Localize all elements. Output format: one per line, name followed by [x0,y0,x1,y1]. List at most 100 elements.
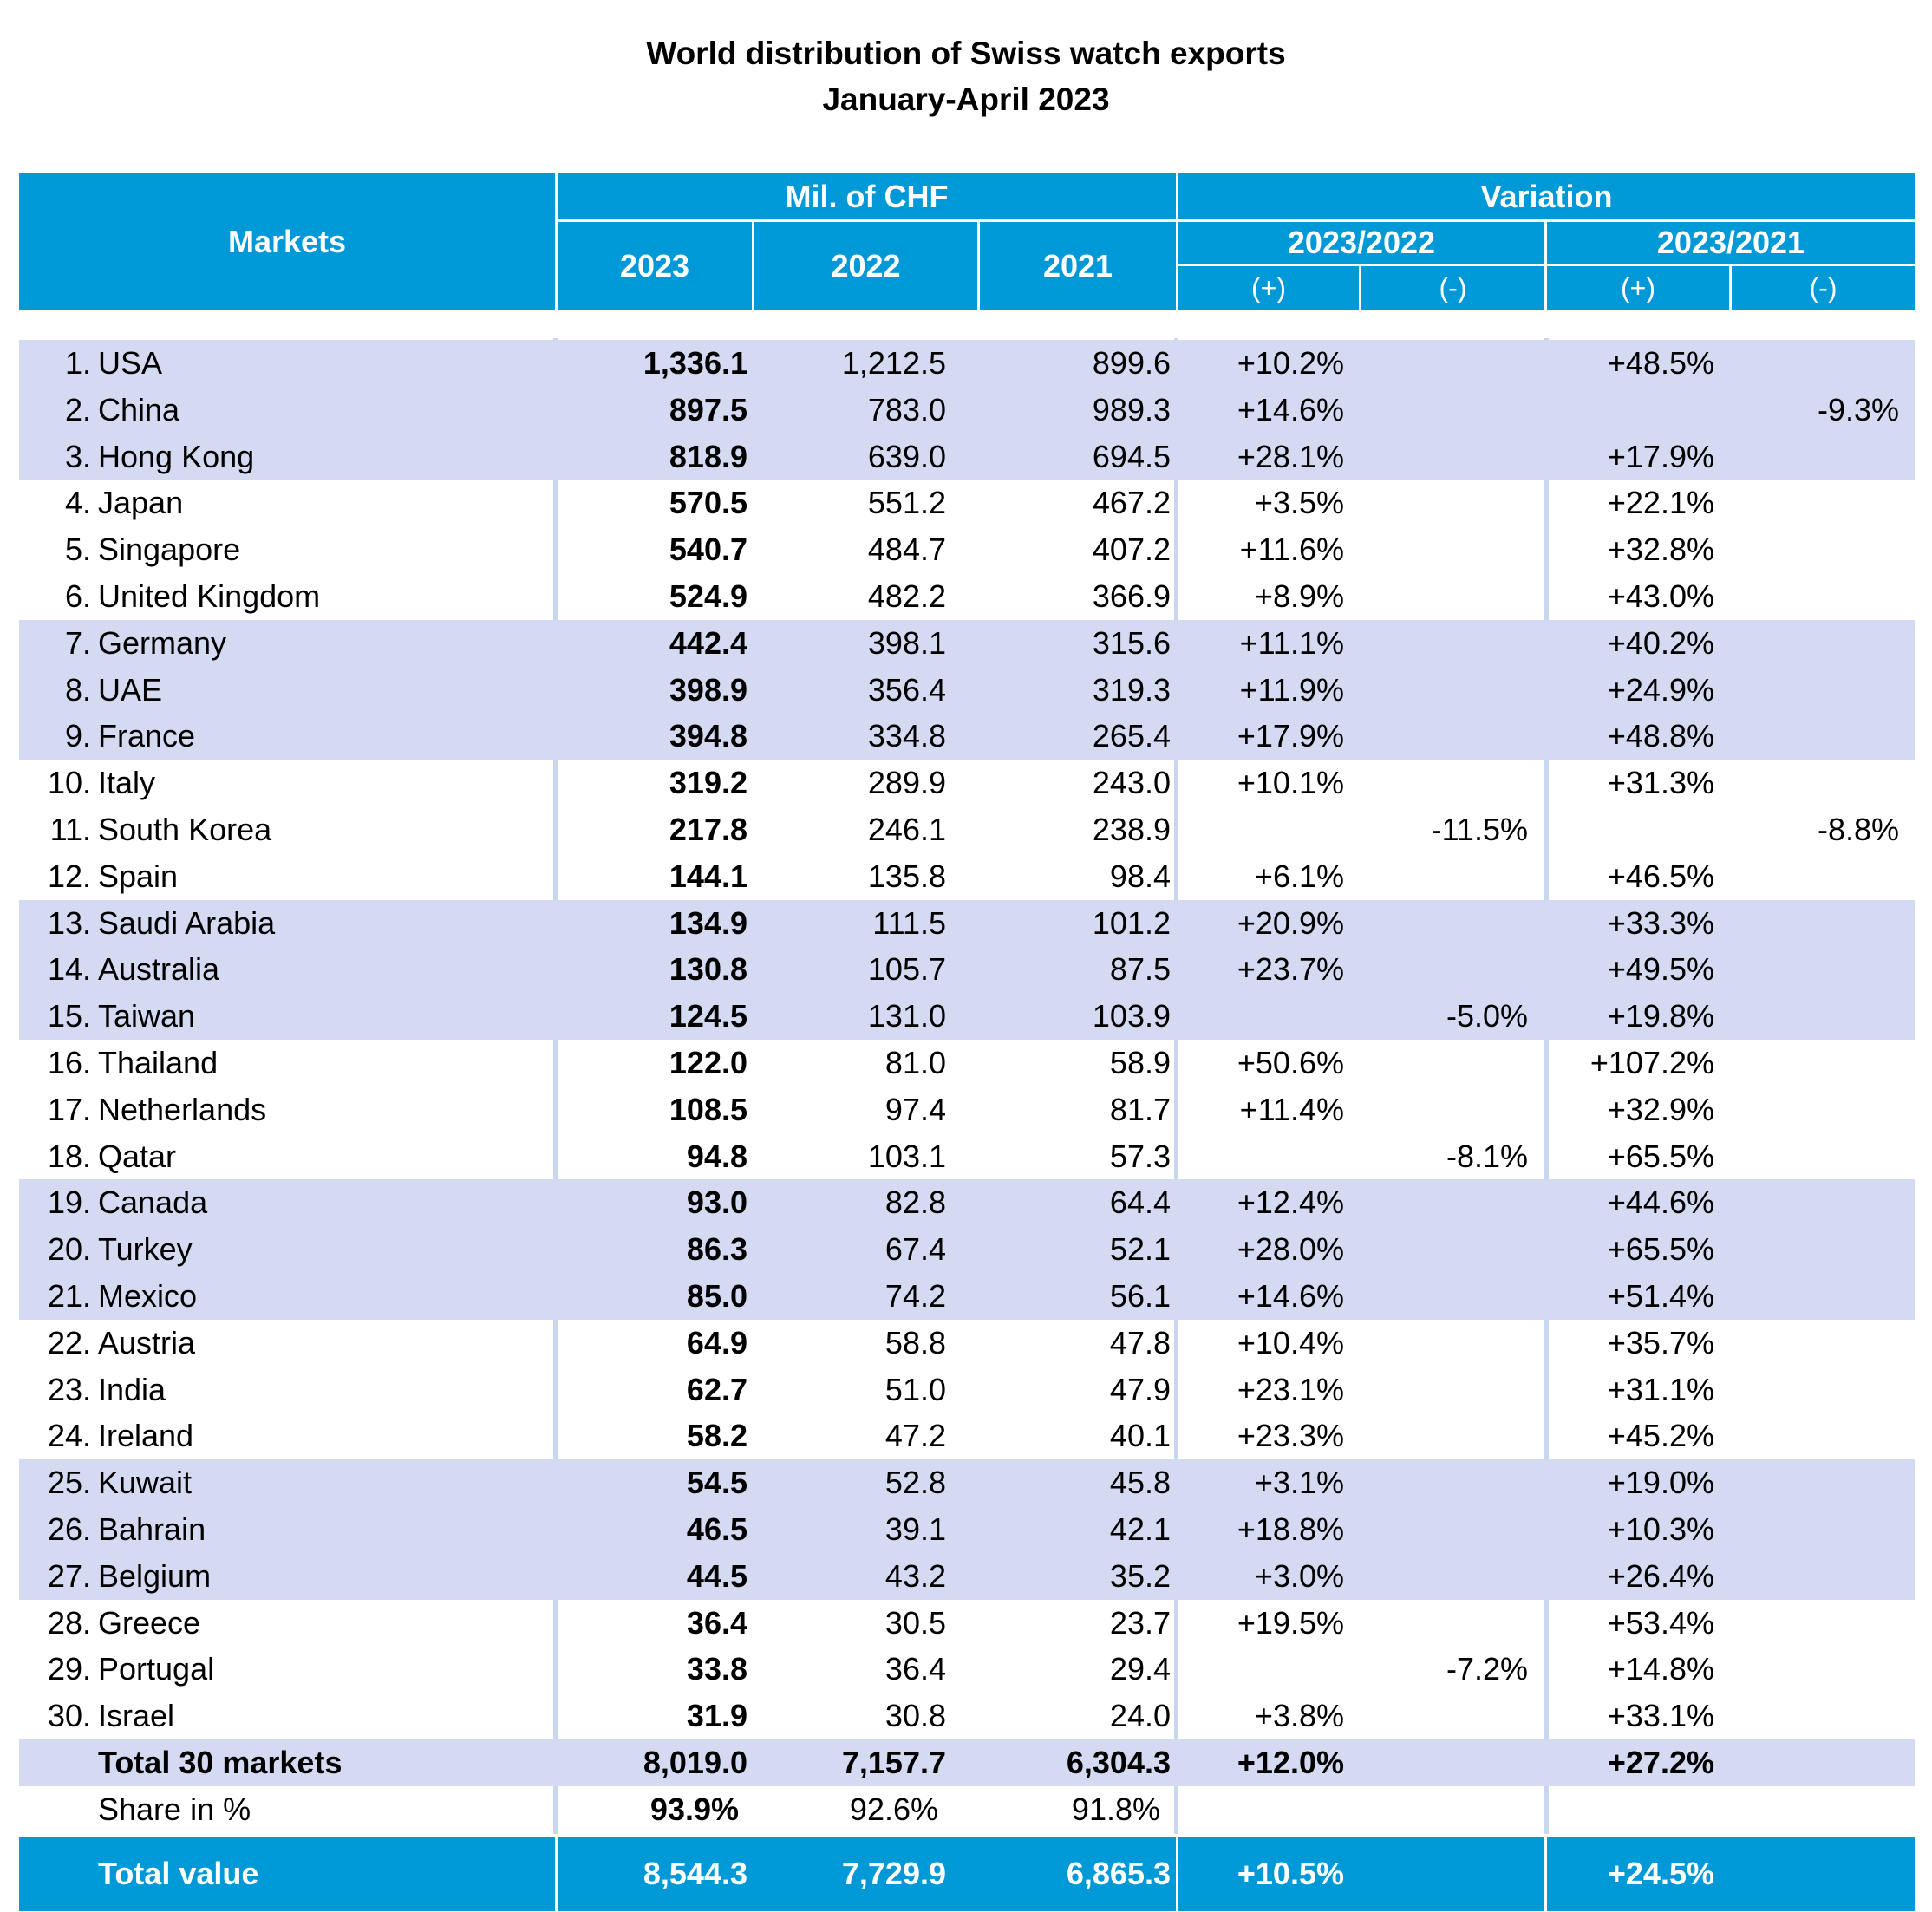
row-market: Canada [98,1184,208,1221]
header-markets: Markets [19,173,555,310]
cell-v2022: 131.0 [867,998,946,1034]
row-market: Kuwait [98,1465,193,1501]
cell-p22: +11.9% [1239,671,1344,708]
table-row: 3. Hong Kong 818.9 639.0 694.5 +28.1% +17.9% [0,433,1932,480]
divider-markets [553,338,558,1834]
cell-v2021: 35.2 [1109,1557,1171,1594]
row-market: USA [98,345,163,381]
table-row: 9. France 394.8 334.8 265.4 +17.9% +48.8% [0,713,1932,760]
header-2021: 2021 [980,222,1176,310]
table-row: 15. Taiwan 124.5 131.0 103.9 -5.0% +19.8% [0,993,1932,1041]
cell-v2022: 30.5 [884,1604,946,1641]
cell-v2021: 47.8 [1109,1324,1171,1361]
row-market: South Korea [98,812,272,847]
cell-p21: +14.8% [1607,1651,1714,1687]
cell-m22 [1320,1367,1528,1413]
row-band [19,713,1915,760]
cell-p22: +14.6% [1237,391,1344,427]
header-minus-2022: (-) [1361,266,1544,310]
cell-v2021: 467.2 [1092,485,1171,521]
row-rank: 28. [47,1604,91,1641]
cell-v2022: 30.8 [884,1698,946,1734]
cell-p21: +19.8% [1607,998,1714,1034]
row-rank: 21. [47,1278,91,1314]
row-rank: 18. [47,1138,91,1174]
row-market: India [98,1371,166,1407]
cell-m22 [1320,1693,1528,1739]
cell-v2022: 246.1 [867,812,946,847]
cell-p21: +53.4% [1607,1604,1714,1641]
cell-v2021: 57.3 [1109,1138,1171,1174]
cell-p22 [1136,1133,1344,1180]
cell-v2023: 58.2 [686,1418,747,1454]
cell-m22 [1320,667,1528,714]
table-row: 18. Qatar 94.8 103.1 57.3 -8.1% +65.5% [0,1133,1932,1180]
row-market: Netherlands [98,1091,267,1127]
cell-v2022: 105.7 [867,951,946,988]
cell-p21: +46.5% [1607,858,1714,894]
row-rank: 26. [47,1511,91,1547]
row-market: Austria [98,1324,196,1361]
row-rank: 4. [64,485,91,521]
row-market: Bahrain [98,1511,206,1547]
row-rank: 2. [64,391,91,427]
cell-p21: +24.5% [1607,1855,1714,1891]
row-band [19,1179,1915,1227]
cell-v2021: 315.6 [1092,624,1171,661]
row-rank: 8. [64,671,91,708]
total-30-label: Total 30 markets [98,1745,343,1780]
row-band [19,1506,1915,1553]
row-rank: 22. [47,1324,91,1361]
cell-p21: +17.9% [1607,438,1714,474]
table-row: 1. USA 1,336.1 1,212.5 899.6 +10.2% +48.5% [0,340,1932,387]
cell-p21 [1506,806,1714,853]
cell-p22: +10.4% [1237,1324,1344,1361]
cell-v2023: 93.9% [649,1791,739,1827]
cell-v2022: 551.2 [867,485,946,521]
cell-v2022: 783.0 [867,391,946,427]
cell-p21: +10.3% [1607,1511,1714,1547]
cell-v2021: 40.1 [1109,1418,1171,1454]
cell-m21 [1691,900,1899,947]
cell-v2023: 524.9 [669,578,747,614]
table-row: 21. Mexico 85.0 74.2 56.1 +14.6% +51.4% [0,1273,1932,1320]
row-band [19,899,1915,947]
cell-v2023: 398.9 [669,671,747,708]
cell-m22 [1320,1553,1528,1600]
row-rank: 10. [47,765,91,801]
cell-v2023: 85.0 [686,1278,747,1314]
cell-m22 [1320,1179,1528,1226]
cell-v2023: 8,544.3 [643,1855,747,1891]
cell-m21 [1691,1226,1899,1273]
cell-v2021: 366.9 [1092,578,1171,614]
row-rank: 12. [47,858,91,894]
cell-v2022: 103.1 [867,1138,946,1174]
cell-p21: +44.6% [1607,1184,1714,1221]
cell-m22 [1320,573,1528,620]
cell-m21 [1691,1506,1899,1553]
cell-m21: -8.8% [1817,812,1899,847]
cell-v2022: 482.2 [867,578,946,614]
cell-p21: +32.9% [1607,1091,1714,1127]
cell-m22 [1320,853,1528,900]
cell-m22 [1320,760,1528,806]
cell-v2022: 639.0 [867,438,946,474]
cell-v2021: 238.9 [1092,812,1171,847]
row-market: Taiwan [98,998,196,1034]
header-plus-2021: (+) [1547,266,1729,310]
row-market: Qatar [98,1138,177,1174]
cell-v2023: 122.0 [669,1045,747,1080]
cell-p21: +65.5% [1607,1138,1714,1174]
cell-p22 [1136,993,1344,1040]
row-band [19,1273,1915,1320]
cell-v2021: 6,304.3 [1066,1745,1171,1780]
cell-v2023: 108.5 [669,1091,747,1127]
cell-v2022: 97.4 [884,1091,946,1127]
row-market: Hong Kong [98,438,255,474]
cell-v2021: 407.2 [1092,532,1171,568]
header-variation: Variation [1178,173,1915,219]
cell-p21: +35.7% [1607,1324,1714,1361]
cell-v2022: 43.2 [884,1557,946,1594]
row-rank: 15. [47,998,91,1034]
total-band [1547,1836,1915,1911]
